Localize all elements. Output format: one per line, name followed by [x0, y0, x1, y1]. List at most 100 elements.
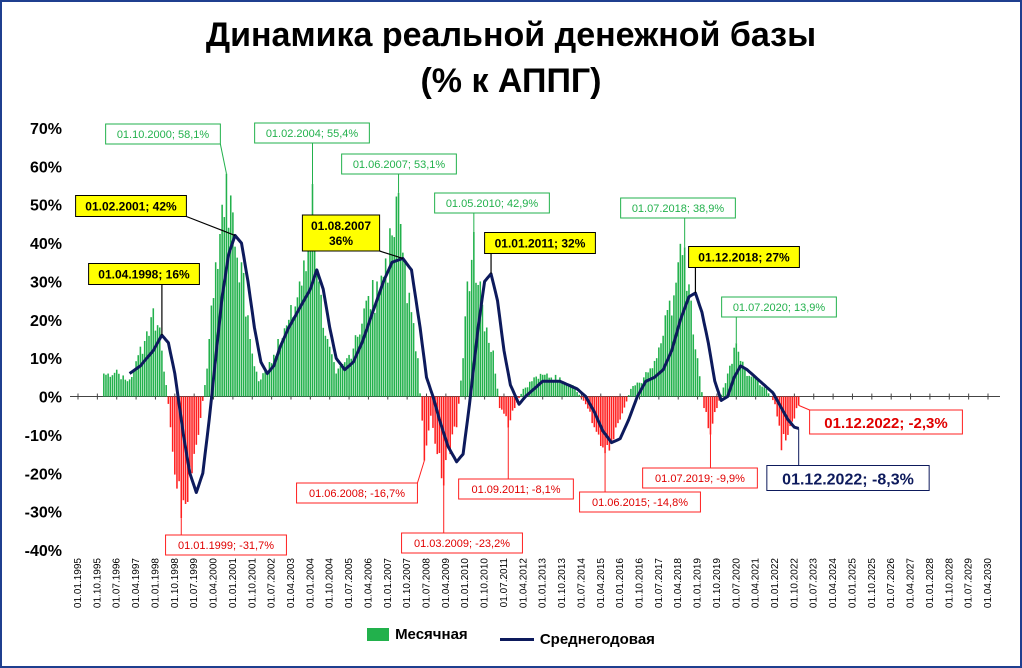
annotation-box	[401, 532, 523, 554]
monthly-bar	[670, 315, 673, 397]
monthly-bar	[146, 331, 148, 397]
x-tick-label: 01.10.2016	[634, 558, 645, 608]
monthly-bar	[350, 358, 352, 397]
monthly-bar	[389, 228, 391, 397]
monthly-bar	[795, 396, 798, 409]
x-tick-label: 01.04.2024	[828, 558, 839, 608]
monthly-bar	[705, 396, 707, 412]
x-tick-label: 01.10.2013	[557, 558, 568, 608]
monthly-bar	[776, 396, 778, 417]
monthly-bar	[182, 396, 185, 501]
monthly-bar	[501, 396, 503, 410]
monthly-bar	[556, 381, 559, 397]
monthly-bar	[496, 388, 499, 397]
monthly-bar	[210, 305, 213, 397]
annotation-label: 01.05.2010; 42,9%	[446, 198, 539, 210]
monthly-bar	[746, 375, 748, 397]
monthly-bar	[163, 371, 165, 397]
monthly-bar	[602, 396, 604, 448]
x-tick-label: 01.07.2017	[654, 558, 665, 608]
x-tick-label: 01.04.1997	[131, 558, 142, 608]
annotation-label: 01.02.2001; 42%	[85, 200, 177, 214]
y-tick-label: 70%	[30, 121, 62, 138]
x-tick-label: 01.10.2010	[480, 558, 491, 608]
monthly-bar	[150, 317, 152, 397]
monthly-bar	[438, 396, 441, 454]
monthly-bar	[285, 325, 288, 397]
x-tick-label: 01.07.2029	[964, 558, 975, 608]
monthly-bar	[625, 396, 628, 402]
monthly-bar	[599, 396, 602, 447]
monthly-bar	[404, 262, 406, 397]
monthly-bar	[264, 370, 266, 397]
monthly-bar	[176, 396, 178, 489]
monthly-bar	[154, 330, 157, 397]
monthly-bar	[204, 385, 206, 397]
monthly-bar	[333, 362, 335, 397]
monthly-bar	[741, 361, 744, 397]
monthly-bar	[133, 369, 135, 397]
monthly-bar	[610, 396, 613, 443]
monthly-bar	[171, 396, 174, 452]
monthly-bar	[292, 317, 294, 397]
monthly-bar	[384, 258, 387, 397]
monthly-bar	[245, 316, 247, 397]
annotation-label: 01.01.1999; -31,7%	[178, 540, 274, 552]
monthly-bar	[726, 373, 729, 397]
monthly-bar	[563, 382, 565, 397]
monthly-bar	[460, 380, 462, 397]
monthly-bar	[191, 396, 193, 474]
legend: Месячная Среднегодовая	[0, 626, 1022, 648]
monthly-bar	[683, 247, 686, 397]
x-tick-label: 01.01.2004	[305, 558, 316, 608]
monthly-bar	[744, 369, 746, 397]
monthly-bar	[759, 385, 761, 397]
x-tick-label: 01.01.2001	[228, 558, 239, 608]
monthly-bar	[548, 377, 550, 397]
monthly-bar	[544, 374, 546, 397]
monthly-bar	[447, 396, 449, 449]
monthly-bar	[774, 396, 776, 405]
monthly-bar	[528, 381, 531, 397]
monthly-bar	[720, 394, 723, 397]
x-tick-label: 01.01.2007	[383, 558, 394, 608]
monthly-bar	[135, 361, 137, 397]
monthly-bar	[647, 372, 649, 397]
monthly-bar	[524, 387, 527, 397]
monthly-bar	[604, 396, 606, 454]
monthly-bar	[511, 396, 514, 411]
monthly-bar	[197, 396, 200, 435]
monthly-bar	[180, 396, 183, 519]
monthly-bar	[272, 354, 275, 397]
annotation-box	[88, 263, 200, 285]
monthly-bar	[619, 396, 621, 420]
monthly-bar	[148, 335, 150, 397]
x-tick-label: 01.01.2025	[847, 558, 858, 608]
monthly-bar	[238, 282, 241, 397]
monthly-bar	[326, 339, 329, 397]
monthly-bar	[617, 396, 619, 424]
monthly-bar	[382, 276, 385, 397]
annotation-label: 36%	[329, 234, 353, 248]
monthly-bar	[559, 377, 561, 397]
x-tick-label: 01.07.2014	[576, 558, 587, 608]
monthly-bar	[789, 396, 791, 427]
monthly-bar	[574, 389, 576, 397]
monthly-bar	[397, 192, 400, 397]
annotation-box	[688, 246, 800, 268]
x-tick-label: 01.04.2021	[751, 558, 762, 608]
monthly-bar	[311, 184, 314, 397]
monthly-bar	[201, 396, 204, 401]
monthly-bar	[421, 396, 423, 421]
monthly-bar	[664, 315, 667, 397]
monthly-bar	[234, 246, 236, 397]
monthly-bar	[393, 237, 396, 397]
y-tick-label: -10%	[25, 428, 62, 445]
x-tick-label: 01.04.2009	[441, 558, 452, 608]
monthly-bar	[440, 396, 443, 479]
monthly-bar	[615, 396, 617, 428]
monthly-bar	[569, 384, 572, 397]
legend-monthly-swatch	[367, 628, 390, 641]
x-tick-label: 01.10.2028	[944, 558, 955, 608]
